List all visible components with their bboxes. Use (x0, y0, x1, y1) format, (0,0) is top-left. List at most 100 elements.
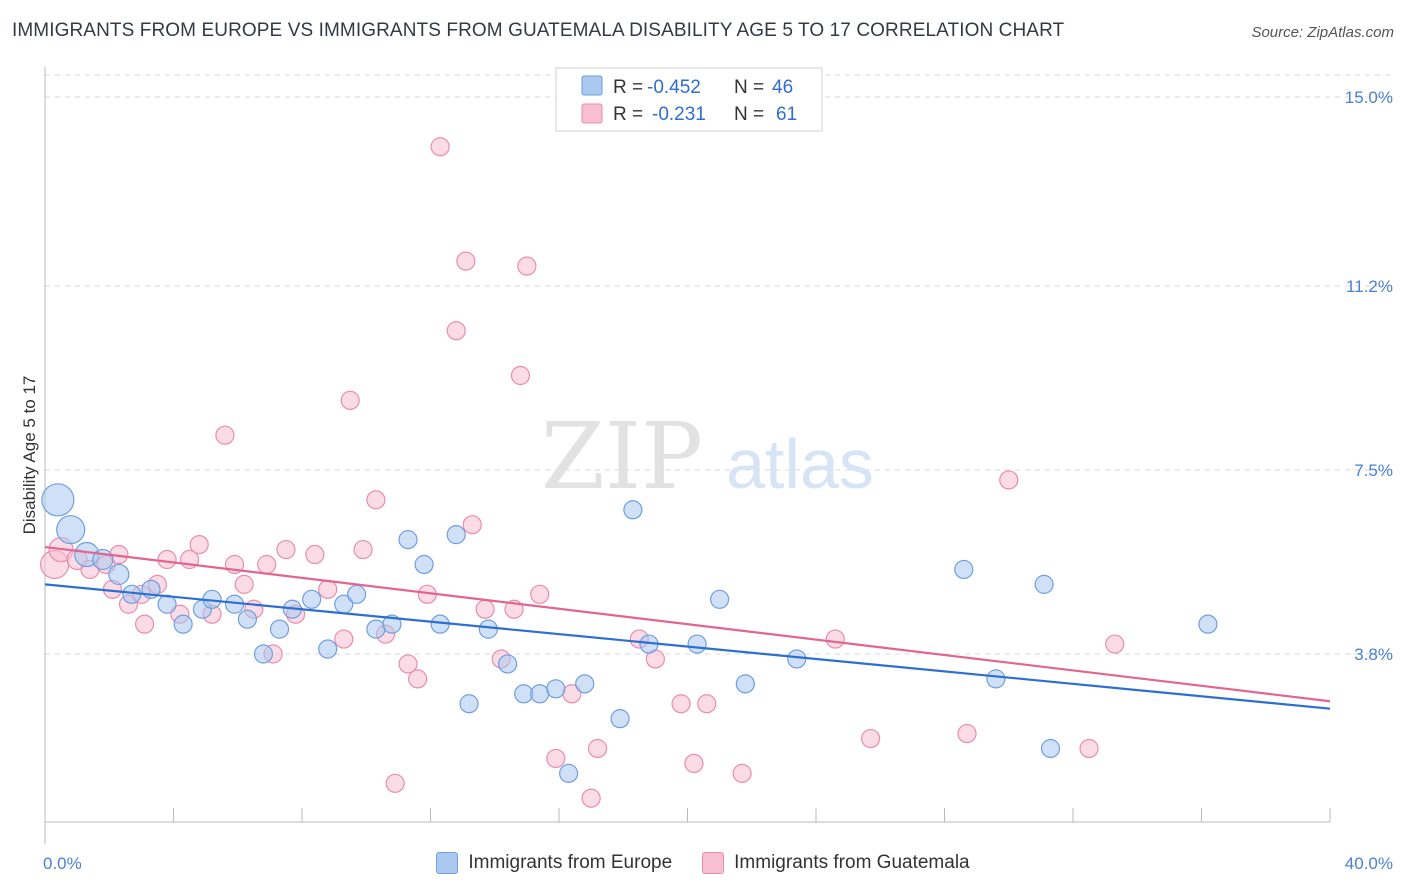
legend-guatemala-n-value: 61 (776, 104, 797, 125)
data-point (575, 674, 595, 694)
data-point (459, 694, 479, 714)
data-point (56, 515, 86, 545)
data-point (687, 634, 707, 654)
legend-guatemala-swatch (581, 103, 603, 124)
data-point (1040, 738, 1061, 759)
data-point (517, 256, 537, 276)
data-point (41, 483, 75, 517)
data-point (318, 639, 338, 659)
data-point (498, 654, 518, 674)
data-point (334, 629, 354, 649)
data-point (340, 390, 360, 410)
bottom-legend-guatemala: Immigrants from Guatemala (702, 852, 970, 874)
data-point (366, 490, 386, 510)
data-point (986, 669, 1006, 689)
x-tick-label: 40.0% (1345, 854, 1393, 873)
data-point (276, 539, 296, 560)
legend-europe-r-label: R = (613, 77, 643, 98)
data-point (954, 559, 974, 580)
data-point (269, 619, 290, 639)
data-point (1079, 738, 1099, 759)
data-point (347, 584, 367, 604)
x-tick-label: 0.0% (43, 854, 82, 873)
data-point (1105, 634, 1125, 654)
data-point (253, 644, 274, 664)
data-point (446, 525, 466, 545)
data-point (385, 773, 405, 793)
data-point (382, 614, 402, 634)
data-point (430, 137, 450, 157)
europe-trend-line (44, 583, 1331, 710)
bottom-legend: Immigrants from Europe Immigrants from G… (0, 852, 1406, 874)
data-point (546, 748, 566, 769)
data-point (1198, 614, 1218, 634)
data-point (108, 563, 130, 586)
data-point (581, 788, 601, 808)
data-point (134, 614, 155, 634)
data-point (318, 579, 338, 599)
watermark-zip: ZIP (541, 403, 703, 510)
data-point (735, 674, 755, 694)
data-point (530, 584, 550, 604)
tick-labels: 3.8% 7.5% 11.2% 15.0% 0.0% 40.0% (43, 88, 1393, 873)
data-point (559, 763, 579, 783)
legend-guatemala-n-label: N = (734, 104, 764, 125)
data-point (414, 554, 434, 575)
legend-box: R = -0.452 N = 46 R = -0.231 N = 61 (555, 67, 823, 132)
data-point (510, 365, 531, 386)
y-tick-label: 11.2% (1346, 277, 1393, 296)
y-tick-label: 7.5% (1354, 461, 1393, 480)
data-point (462, 515, 482, 535)
data-point (366, 619, 386, 639)
data-point (861, 728, 881, 749)
data-point (610, 709, 630, 729)
data-point (456, 251, 476, 271)
y-tick-label: 15.0% (1345, 88, 1393, 107)
data-point (305, 544, 325, 565)
data-point (408, 669, 428, 689)
legend-europe-n-label: N = (734, 77, 764, 98)
data-point (957, 723, 977, 744)
data-point (234, 574, 254, 594)
data-point (475, 599, 495, 619)
data-point (1034, 574, 1054, 594)
europe-swatch (436, 852, 459, 874)
data-point (710, 589, 730, 609)
watermark-atlas: atlas (726, 425, 874, 503)
data-point (237, 609, 257, 629)
guatemala-points (40, 137, 1125, 808)
data-point (999, 470, 1019, 490)
guatemala-swatch (702, 852, 725, 874)
data-point (398, 654, 418, 674)
data-point (353, 539, 373, 560)
data-point (684, 753, 704, 774)
legend-guatemala-r-value: -0.231 (652, 104, 706, 125)
legend-guatemala-r-label: R = (613, 104, 643, 125)
data-point (671, 694, 691, 714)
data-point (514, 684, 534, 704)
data-point (157, 549, 177, 570)
grid-lines (45, 74, 1392, 655)
guatemala-trend-line (44, 545, 1331, 703)
data-point (587, 738, 608, 759)
legend-europe-n-value: 46 (772, 77, 793, 98)
data-point (446, 321, 466, 341)
data-point (787, 649, 807, 669)
legend-europe-r-value: -0.452 (647, 77, 701, 98)
europe-points (41, 483, 1218, 783)
legend-europe-swatch (581, 75, 603, 96)
data-point (173, 614, 193, 634)
data-point (478, 619, 498, 639)
chart-title: IMMIGRANTS FROM EUROPE VS IMMIGRANTS FRO… (12, 20, 1065, 41)
data-point (398, 530, 418, 550)
data-point (157, 594, 177, 614)
data-point (546, 679, 566, 699)
guatemala-legend-label: Immigrants from Guatemala (734, 852, 970, 873)
axes (44, 67, 1331, 844)
data-point (257, 554, 277, 575)
data-point (623, 500, 643, 520)
europe-legend-label: Immigrants from Europe (468, 852, 673, 873)
data-point (732, 763, 752, 783)
watermark: ZIP atlas (541, 403, 874, 510)
